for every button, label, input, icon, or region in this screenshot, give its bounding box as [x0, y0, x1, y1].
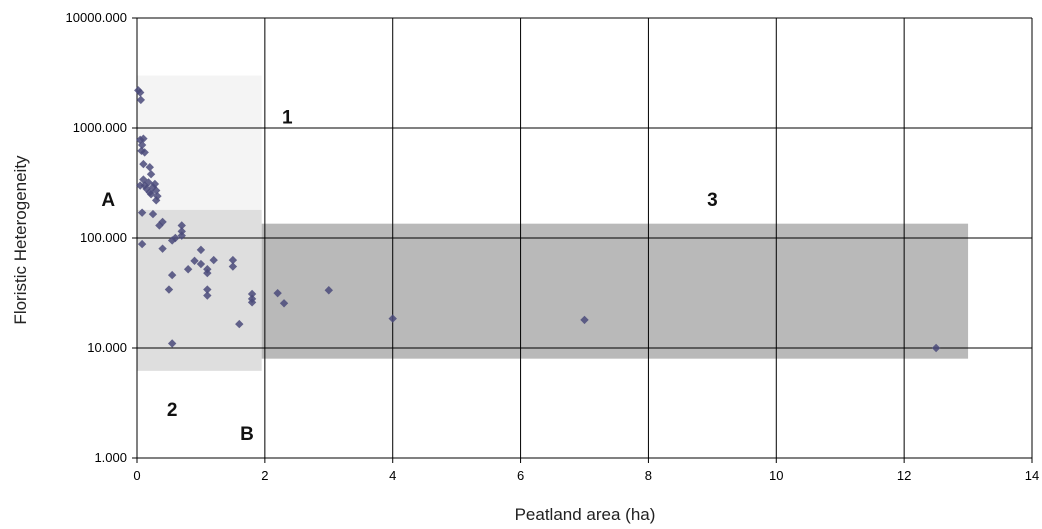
data-point: [139, 134, 148, 143]
data-point: [247, 289, 257, 299]
y-tick-label: 10000.000: [66, 10, 127, 25]
data-point: [203, 285, 212, 294]
data-point: [171, 233, 180, 243]
data-point: [235, 319, 244, 329]
data-point: [151, 196, 161, 205]
data-point: [151, 186, 161, 195]
annotation-A: A: [101, 190, 115, 211]
data-point: [228, 255, 238, 265]
data-point: [135, 181, 145, 190]
region-1: [137, 75, 262, 210]
annotation-3: 3: [707, 190, 718, 211]
x-tick-label: 10: [769, 468, 783, 483]
data-point: [177, 221, 186, 230]
x-tick-label: 0: [133, 468, 140, 483]
data-point: [247, 298, 257, 307]
x-tick-label: 8: [645, 468, 652, 483]
region-shading-group: [137, 75, 969, 371]
annotation-2: 2: [167, 400, 178, 421]
annotations: 1 2 3 A B: [101, 107, 717, 445]
data-point: [146, 170, 156, 179]
data-point: [158, 244, 167, 253]
x-axis-label: Peatland area (ha): [515, 505, 656, 524]
data-point: [177, 231, 186, 240]
x-tick-label: 2: [261, 468, 268, 483]
data-point: [580, 315, 589, 325]
data-point: [136, 95, 146, 105]
region-2: [137, 209, 262, 371]
data-points: [134, 86, 941, 353]
data-point: [148, 209, 158, 219]
y-tick-label: 10.000: [87, 340, 127, 355]
data-point: [135, 88, 145, 97]
data-point: [146, 190, 156, 199]
y-tick-label: 1.000: [94, 450, 127, 465]
data-point: [167, 339, 177, 348]
data-point: [196, 245, 206, 255]
data-point: [196, 259, 206, 269]
data-point: [177, 227, 186, 236]
data-point: [228, 262, 238, 271]
data-point: [140, 148, 149, 157]
data-point: [273, 288, 282, 298]
data-point: [388, 314, 397, 323]
data-point: [137, 140, 147, 150]
data-point: [139, 175, 148, 184]
x-tick-label: 4: [389, 468, 396, 483]
gridlines: [137, 17, 1033, 458]
annotation-B: B: [240, 424, 254, 445]
data-point: [931, 343, 941, 353]
region-3: [261, 223, 969, 359]
data-point: [145, 163, 154, 172]
data-point: [144, 178, 153, 187]
data-point: [209, 255, 218, 265]
data-point: [150, 179, 160, 189]
data-point: [203, 291, 212, 300]
data-point: [137, 239, 147, 249]
data-point: [203, 268, 212, 278]
y-axis-label: Floristic Heterogeneity: [11, 155, 30, 325]
data-point: [167, 270, 177, 280]
x-tick-label: 6: [517, 468, 524, 483]
y-tick-label: 1000.000: [73, 120, 127, 135]
data-point: [183, 265, 193, 274]
tick-labels: 0 2 4 6 8 10 12 141.00010.000100.0001000.000100…: [66, 10, 1040, 483]
data-point: [139, 159, 148, 169]
data-point: [324, 286, 333, 295]
annotation-1: 1: [282, 107, 293, 128]
y-tick-label: 100.000: [80, 230, 127, 245]
data-point: [190, 256, 199, 266]
data-point: [279, 299, 289, 308]
data-point: [137, 208, 147, 217]
x-tick-label: 14: [1025, 468, 1039, 483]
data-point: [155, 221, 164, 230]
x-tick-label: 12: [897, 468, 911, 483]
data-point: [164, 285, 174, 294]
